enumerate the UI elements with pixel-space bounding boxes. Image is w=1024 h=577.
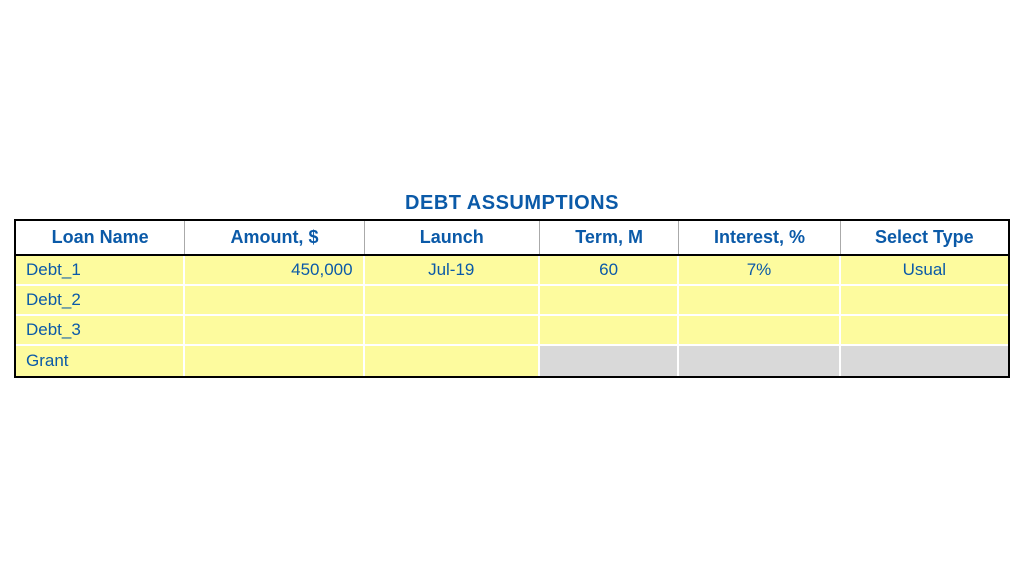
- cell-interest[interactable]: 7%: [679, 256, 840, 286]
- cell-amount[interactable]: 450,000: [185, 256, 364, 286]
- cell-interest[interactable]: [679, 316, 840, 346]
- debt-assumptions-table: Loan Name Amount, $ Launch Term, M Inter…: [14, 219, 1010, 378]
- header-select-type: Select Type: [841, 221, 1008, 254]
- header-term: Term, M: [540, 221, 679, 254]
- cell-launch[interactable]: Jul-19: [365, 256, 540, 286]
- header-amount: Amount, $: [185, 221, 364, 254]
- cell-type[interactable]: [841, 286, 1008, 316]
- cell-term[interactable]: 60: [540, 256, 679, 286]
- header-interest: Interest, %: [679, 221, 840, 254]
- cell-term[interactable]: [540, 316, 679, 346]
- header-loan-name: Loan Name: [16, 221, 185, 254]
- cell-launch[interactable]: [365, 286, 540, 316]
- cell-loan-name[interactable]: Grant: [16, 346, 185, 376]
- cell-loan-name[interactable]: Debt_1: [16, 256, 185, 286]
- cell-interest[interactable]: [679, 286, 840, 316]
- table-row: Debt_2: [16, 286, 1008, 316]
- cell-launch[interactable]: [365, 346, 540, 376]
- cell-interest: [679, 346, 840, 376]
- table-header-row: Loan Name Amount, $ Launch Term, M Inter…: [16, 221, 1008, 256]
- table-row: Debt_3: [16, 316, 1008, 346]
- cell-term: [540, 346, 679, 376]
- table-row: Debt_1 450,000 Jul-19 60 7% Usual: [16, 256, 1008, 286]
- cell-amount[interactable]: [185, 286, 364, 316]
- cell-amount[interactable]: [185, 346, 364, 376]
- cell-type[interactable]: [841, 316, 1008, 346]
- header-launch: Launch: [365, 221, 540, 254]
- cell-type[interactable]: Usual: [841, 256, 1008, 286]
- cell-launch[interactable]: [365, 316, 540, 346]
- cell-amount[interactable]: [185, 316, 364, 346]
- cell-loan-name[interactable]: Debt_2: [16, 286, 185, 316]
- table-title: DEBT ASSUMPTIONS: [405, 192, 619, 215]
- cell-type: [841, 346, 1008, 376]
- table-row: Grant: [16, 346, 1008, 376]
- cell-loan-name[interactable]: Debt_3: [16, 316, 185, 346]
- cell-term[interactable]: [540, 286, 679, 316]
